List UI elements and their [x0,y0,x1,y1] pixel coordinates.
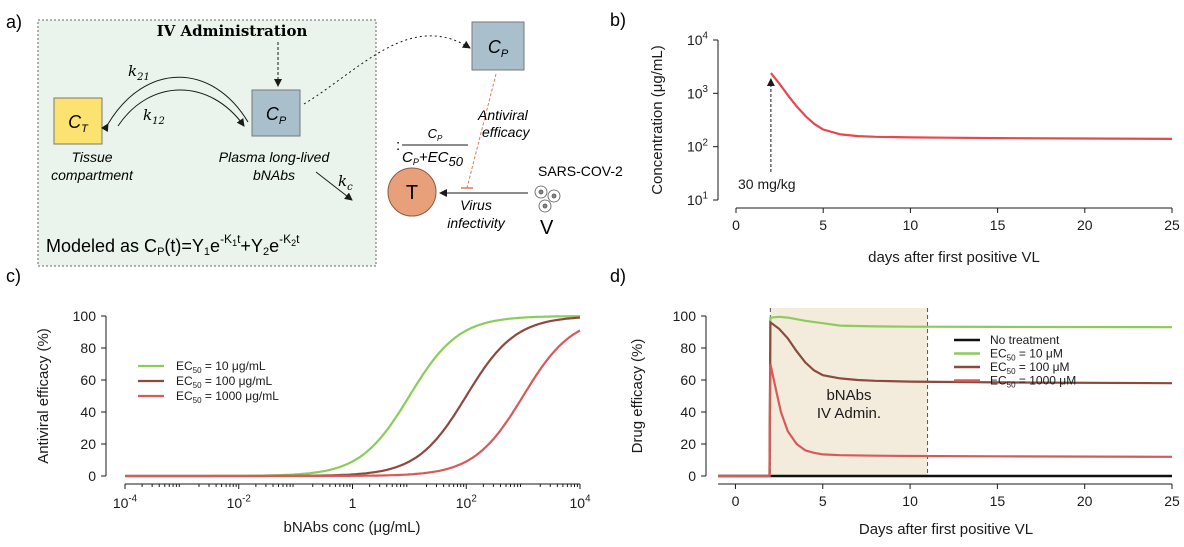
model-equation: Modeled as CP(t)=Y1e-K1t+Y2e-K2t [46,232,300,258]
d-x-tick-label: 20 [1077,493,1093,509]
fraction-prefix: : [396,137,400,154]
d-legend-label: No treatment [990,333,1060,347]
d-legend-label: EC50 = 100 μM [990,360,1070,376]
antiviral-line1: Antiviral [477,107,529,123]
c-y-tick-label: 40 [80,404,96,420]
d-y-tick-label: 0 [688,468,696,484]
virus-line1: Virus [460,197,492,213]
d-x-tick-label: 25 [1164,493,1180,509]
target-cell-label: T [406,182,418,204]
b-x-tick-label: 10 [903,217,919,233]
c-y-tick-label: 20 [80,436,96,452]
panel-label-a: a) [6,12,22,32]
plasma-label-line1: Plasma long-lived [219,149,331,165]
panel-label-d: d) [610,266,626,286]
c-y-tick-label: 80 [80,340,96,356]
b-y-tick-label: 104 [687,31,709,48]
d-x-tick-label: 0 [732,493,740,509]
plasma-box-symbol: CP [266,104,287,127]
chart-b: 104 103 102 101 0 5 10 15 20 25 days after first p… [649,31,1180,266]
plasma-top-symbol: CP [488,37,509,60]
c-x-tick-label: 1 [349,495,357,511]
d-y-tick-label: 20 [680,436,696,452]
fraction-denominator: CP+EC50 [402,149,464,169]
d-shade-label-1: bNAbs [826,387,871,404]
d-series-line [718,363,1173,478]
kc-label: kc [338,172,353,193]
virus-line2: infectivity [447,215,506,231]
sars-label: SARS-COV-2 [538,163,623,179]
b-dose-annotation: 30 mg/kg [738,176,796,192]
c-legend-label: EC50 = 1000 μg/mL [176,389,279,405]
d-y-tick-label: 100 [673,308,697,324]
panel-label-b: b) [610,10,626,30]
c-y-axis-label: Antiviral efficacy (%) [35,328,52,464]
d-shaded-region [770,308,928,476]
plasma-label-line2: bNAbs [253,167,295,183]
d-series-line [718,320,1173,478]
fraction-numerator: CP [428,126,443,143]
b-x-tick-label: 5 [819,217,827,233]
k12-arc [117,89,245,127]
b-x-tick-label: 25 [1164,217,1180,233]
b-x-axis-label: days after first positive VL [868,249,1040,266]
plasma-compartment-box [251,89,301,137]
b-x-tick-label: 15 [990,217,1006,233]
target-cell [387,167,437,217]
d-legend-label: EC50 = 10 μM [990,347,1063,363]
tissue-compartment-box [53,97,103,145]
b-y-tick-label: 103 [687,84,709,101]
b-y-tick-label: 102 [687,137,708,154]
elimination-arrow [315,171,353,201]
b-series-line [770,72,1173,140]
d-y-tick-label: 40 [680,404,696,420]
iv-administration-label: IV Administration [157,22,308,40]
c-y-tick-label: 60 [80,372,96,388]
k21-arc [100,76,249,133]
d-y-tick-label: 60 [680,372,696,388]
d-x-tick-label: 5 [819,493,827,509]
panel-label-c: c) [6,266,21,286]
virus-v-label: V [540,217,554,239]
b-x-tick-label: 0 [732,217,740,233]
b-y-axis-label: Concentration (μg/mL) [649,45,666,195]
d-x-tick-label: 15 [990,493,1006,509]
tissue-box-symbol: CT [68,112,89,135]
k21-label: k21 [128,62,150,83]
d-x-axis-label: Days after first positive VL [859,521,1033,538]
d-y-axis-label: Drug efficacy (%) [629,339,646,454]
plasma-top-box [471,21,525,71]
c-series-line [125,329,581,478]
b-y-tick-label: 101 [687,191,708,208]
d-shade-label-2: IV Admin. [817,405,881,422]
tissue-label-line2: compartment [51,167,134,183]
c-x-tick-label: 102 [456,494,477,511]
c-x-tick-label: 10-4 [113,494,138,511]
b-x-tick-label: 20 [1077,217,1093,233]
d-y-tick-label: 80 [680,340,696,356]
k12-label: k12 [143,106,165,127]
antiviral-line2: efficacy [482,124,530,140]
c-x-tick-label: 104 [569,494,591,511]
c-x-tick-label: 10-2 [227,494,251,511]
chart-c: 0 20 40 60 80 100 10-4 10-2 1 102 104 bNAbs conc (μ… [35,308,591,536]
c-legend-label: EC50 = 10 μg/mL [176,359,266,375]
d-legend-label: EC50 = 1000 μM [990,374,1076,390]
c-y-tick-label: 0 [88,468,96,484]
tissue-label-line1: Tissue [71,149,112,165]
c-x-axis-label: bNAbs conc (μg/mL) [283,519,420,536]
d-x-tick-label: 10 [902,493,918,509]
virus-particles-icon [534,185,561,213]
c-y-tick-label: 100 [73,308,97,324]
c-legend-label: EC50 = 100 μg/mL [176,374,273,390]
